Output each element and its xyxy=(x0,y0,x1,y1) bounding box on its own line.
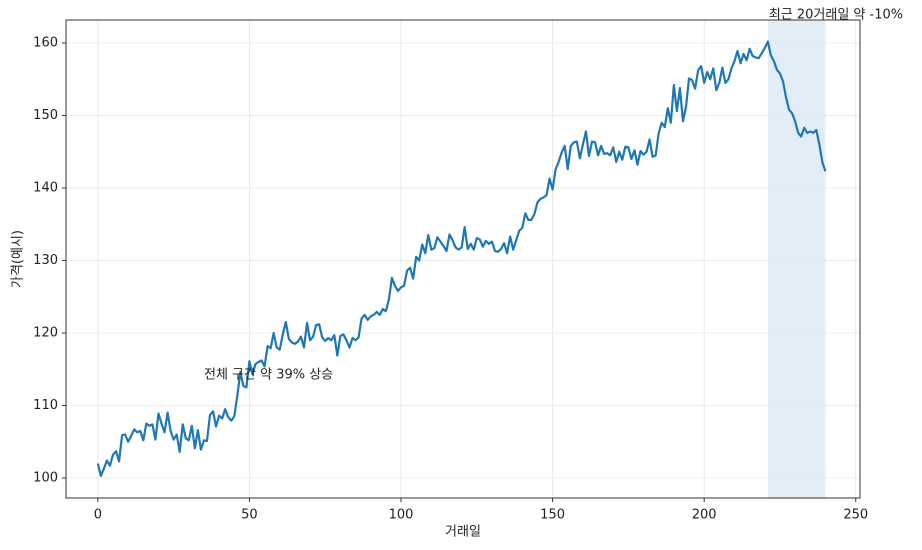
price-line xyxy=(96,40,827,477)
y-tick-label: 100 xyxy=(33,470,58,485)
y-tick-label: 150 xyxy=(33,108,58,123)
x-axis-label: 거래일 xyxy=(445,525,481,540)
y-tick-label: 110 xyxy=(33,398,58,413)
x-tick-label: 0 xyxy=(94,508,102,523)
annotation: 전체 구간 약 39% 상승 xyxy=(204,368,333,383)
y-axis-label: 가격(예시) xyxy=(11,230,26,288)
x-tick-label: 200 xyxy=(692,508,717,523)
x-tick-label: 250 xyxy=(843,508,868,523)
annotation: 최근 20거래일 약 -10% xyxy=(769,8,903,23)
y-tick-label: 120 xyxy=(33,325,58,340)
x-tick-label: 100 xyxy=(389,508,414,523)
y-tick-label: 130 xyxy=(33,253,58,268)
y-tick-label: 140 xyxy=(33,180,58,195)
y-tick-label: 160 xyxy=(33,35,58,50)
x-tick-label: 150 xyxy=(540,508,565,523)
x-tick-label: 50 xyxy=(241,508,258,523)
plot-frame xyxy=(65,19,861,499)
highlight-region xyxy=(767,20,826,498)
